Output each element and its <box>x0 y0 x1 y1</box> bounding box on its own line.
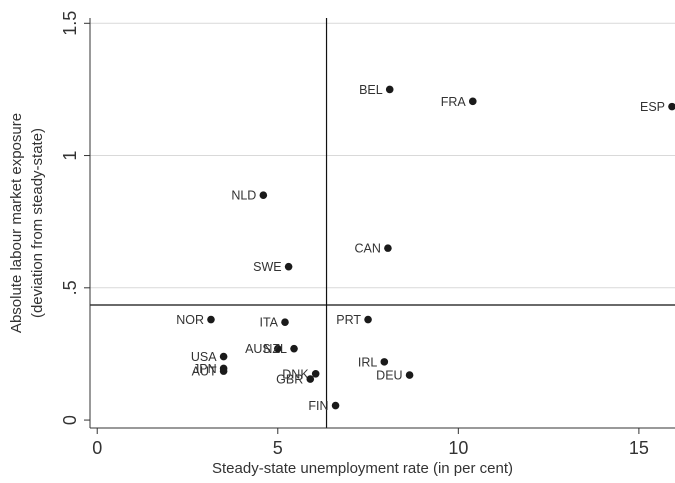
data-point-deu: DEU <box>376 369 414 383</box>
x-tick-label: 10 <box>448 438 468 458</box>
point-marker <box>405 371 414 379</box>
data-point-irl: IRL <box>358 355 389 369</box>
point-label: DEU <box>376 369 402 383</box>
point-marker <box>331 401 340 410</box>
x-tick-label: 0 <box>92 438 102 458</box>
point-label: NOR <box>176 313 204 327</box>
y-axis-title-line-2: (deviation from steady-state) <box>29 128 46 318</box>
data-point-bel: BEL <box>359 83 394 97</box>
x-axis-title: Steady-state unemployment rate (in per c… <box>212 460 513 477</box>
x-tick-label: 15 <box>629 438 649 458</box>
point-label: FIN <box>308 399 328 413</box>
point-marker <box>384 244 392 252</box>
data-point-ita: ITA <box>259 316 289 330</box>
point-label: BEL <box>359 83 383 97</box>
point-label: NZL <box>263 342 287 356</box>
point-marker <box>219 352 228 361</box>
x-tick-label: 5 <box>273 438 283 458</box>
data-point-can: CAN <box>355 242 392 256</box>
y-tick-label: 0 <box>60 415 80 425</box>
point-label: ESP <box>640 100 665 114</box>
data-point-dnk: DNK <box>282 367 320 381</box>
point-label: AUT <box>192 365 217 379</box>
point-marker <box>207 315 215 324</box>
data-point-gbr: GBR <box>276 373 315 387</box>
data-point-aus: AUS <box>245 342 282 356</box>
point-label: ITA <box>259 316 278 330</box>
point-label: SWE <box>253 260 281 274</box>
y-tick-label: .5 <box>60 280 80 295</box>
point-marker <box>259 191 268 200</box>
y-ticks: 0 .5 1 1.5 <box>60 11 90 425</box>
point-marker <box>306 375 315 383</box>
point-marker <box>290 344 298 353</box>
data-point-aut: AUT <box>192 365 228 379</box>
point-label: GBR <box>276 373 303 387</box>
data-point-esp: ESP <box>640 100 675 114</box>
data-point-fin: FIN <box>308 399 340 413</box>
data-point-nzl: NZL <box>263 342 298 356</box>
y-axis-title-line-1: Absolute labour market exposure <box>8 113 25 333</box>
reference-lines <box>90 18 675 428</box>
y-tick-label: 1 <box>60 151 80 161</box>
data-point-swe: SWE <box>253 260 293 274</box>
point-marker <box>668 102 675 111</box>
point-marker <box>273 344 282 353</box>
point-label: IRL <box>358 355 378 369</box>
point-label: USA <box>191 350 217 364</box>
point-label: NLD <box>231 189 256 203</box>
data-point-fra: FRA <box>441 95 477 109</box>
point-label: DNK <box>282 367 309 381</box>
point-marker <box>311 369 320 378</box>
point-marker <box>284 262 293 271</box>
point-label: FRA <box>441 95 467 109</box>
point-marker <box>364 315 372 324</box>
data-point-prt: PRT <box>336 313 372 327</box>
point-marker <box>385 85 394 94</box>
data-point-nor: NOR <box>176 313 215 327</box>
point-label: PRT <box>336 313 361 327</box>
point-marker <box>380 358 389 366</box>
y-tick-label: 1.5 <box>60 11 80 36</box>
point-label: CAN <box>355 242 381 256</box>
point-marker <box>468 97 477 106</box>
axes <box>89 18 675 429</box>
point-label: JPN <box>193 362 217 376</box>
x-ticks: 0 5 10 15 <box>92 428 649 458</box>
data-point-usa: USA <box>191 350 228 364</box>
point-marker <box>219 367 228 375</box>
data-point-nld: NLD <box>231 189 268 203</box>
gridlines <box>90 22 675 289</box>
point-label: AUS <box>245 342 271 356</box>
point-marker <box>281 318 289 326</box>
